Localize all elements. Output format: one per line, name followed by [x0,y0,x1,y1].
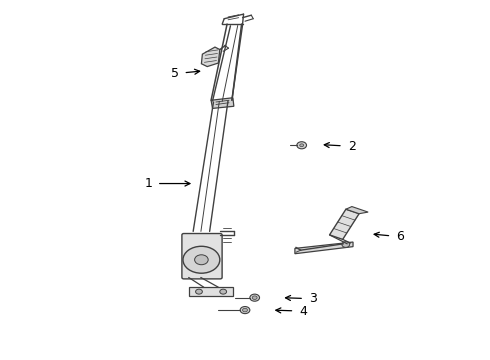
Text: 5: 5 [171,67,179,80]
Circle shape [183,246,220,273]
Circle shape [195,255,208,265]
Text: 4: 4 [299,305,307,318]
FancyBboxPatch shape [182,234,222,279]
Circle shape [220,289,226,294]
Text: 3: 3 [309,292,317,305]
Text: 1: 1 [144,177,152,190]
Polygon shape [346,207,368,214]
Circle shape [250,294,260,301]
Circle shape [342,242,350,247]
Circle shape [243,308,247,312]
Polygon shape [211,98,234,108]
Circle shape [300,144,304,147]
FancyBboxPatch shape [189,287,233,296]
Polygon shape [201,47,220,67]
Polygon shape [295,242,353,254]
Circle shape [196,289,202,294]
Circle shape [252,296,257,300]
Text: 6: 6 [396,230,404,243]
Text: 2: 2 [347,140,356,153]
Circle shape [240,306,250,314]
Polygon shape [330,209,359,239]
Circle shape [297,142,307,149]
